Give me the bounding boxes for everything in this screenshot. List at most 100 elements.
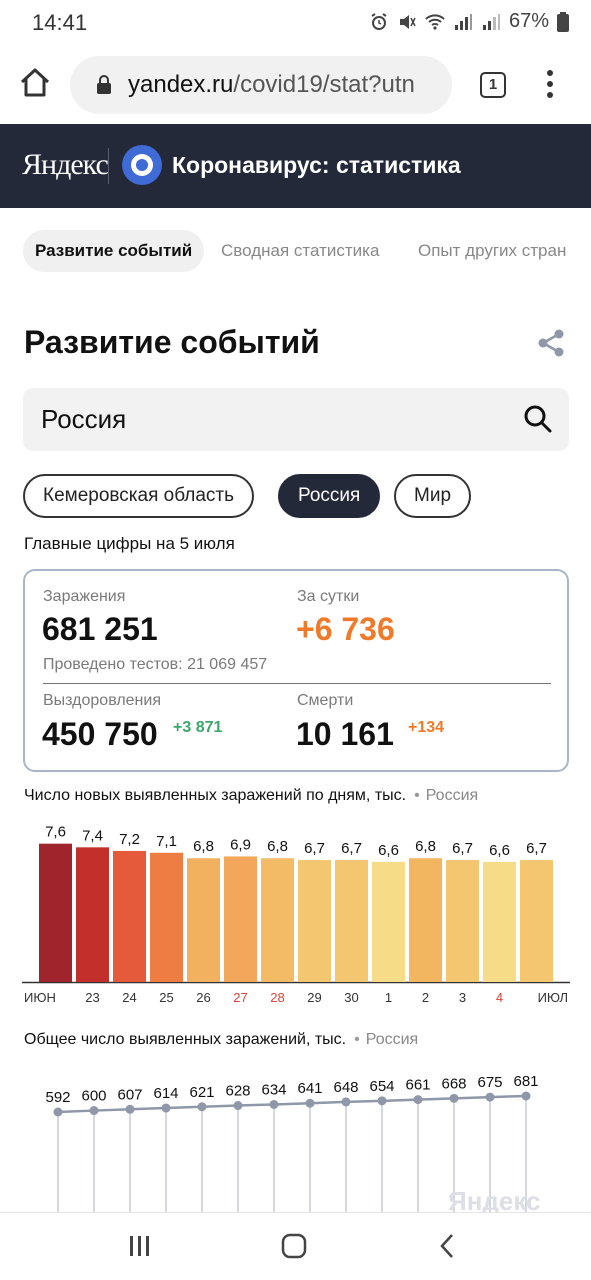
alarm-icon xyxy=(371,12,387,30)
bar-1 xyxy=(76,847,109,982)
line-point-5 xyxy=(233,1101,243,1111)
line-value-label-1: 600 xyxy=(81,1088,106,1105)
bar-value-label-12: 6,6 xyxy=(489,842,510,859)
bar-tick-label-6: 28 xyxy=(270,990,284,1005)
line-point-3 xyxy=(161,1103,171,1113)
line-value-label-7: 641 xyxy=(297,1080,322,1097)
daily-chart-title-text: Число новых выявленных заражений по дням… xyxy=(24,787,407,804)
line-value-label-3: 614 xyxy=(153,1085,178,1102)
tab-events[interactable]: Развитие событий xyxy=(23,230,205,272)
status-time: 14:41 xyxy=(32,10,88,35)
status-bar: 14:41 67% xyxy=(0,0,591,44)
bar-2 xyxy=(113,850,146,982)
battery-icon xyxy=(557,11,569,32)
bar-tick-label-11: 3 xyxy=(459,990,466,1005)
home-icon[interactable] xyxy=(18,66,52,100)
bar-value-label-7: 6,7 xyxy=(304,840,325,857)
address-bar[interactable] xyxy=(70,56,452,114)
chip-world[interactable]: Мир xyxy=(394,474,472,518)
bar-value-label-13: 6,7 xyxy=(526,840,547,857)
tab-switcher-button[interactable]: 1 xyxy=(480,72,506,98)
site-header: Яндекс Коронавирус: статистика xyxy=(0,124,591,208)
line-value-label-0: 592 xyxy=(45,1089,70,1106)
daily-label: За сутки xyxy=(297,588,360,605)
lock-icon xyxy=(97,75,111,94)
bar-10 xyxy=(409,858,442,982)
bar-12 xyxy=(483,861,516,982)
bar-5 xyxy=(224,856,257,982)
line-point-0 xyxy=(53,1107,63,1117)
share-icon[interactable] xyxy=(536,328,566,358)
line-value-label-13: 681 xyxy=(513,1073,538,1090)
recoveries-delta: +3 871 xyxy=(173,719,223,736)
total-chart-title-text: Общее число выявленных заражений, тыс. xyxy=(24,1031,347,1048)
line-value-label-11: 668 xyxy=(441,1075,466,1092)
bar-3 xyxy=(150,852,183,982)
url-host: yandex.ru xyxy=(128,71,234,98)
deaths-delta: +134 xyxy=(408,719,445,736)
bar-11 xyxy=(446,860,479,982)
line-value-label-12: 675 xyxy=(477,1074,502,1091)
bar-tick-label-5: 27 xyxy=(233,990,247,1005)
url-text[interactable]: yandex.ru/covid19/stat?utn xyxy=(128,71,440,99)
line-value-label-2: 607 xyxy=(117,1086,142,1103)
total-chart-region: Россия xyxy=(365,1031,419,1048)
bar-6 xyxy=(261,858,294,982)
line-point-1 xyxy=(89,1106,99,1116)
bar-value-label-10: 6,8 xyxy=(415,838,436,855)
daily-value: +6 736 xyxy=(296,611,395,647)
line-point-10 xyxy=(413,1095,423,1105)
recoveries-label: Выздоровления xyxy=(43,692,161,709)
yandex-logo[interactable]: Яндекс xyxy=(22,148,109,181)
yandex-watermark: Яндекс xyxy=(448,1186,541,1216)
bar-9 xyxy=(372,861,405,982)
signal-icon-2 xyxy=(482,13,500,30)
region-search-input[interactable]: Россия xyxy=(23,388,569,451)
tests-note: Проведено тестов: 21 069 457 xyxy=(43,656,268,673)
bar-7 xyxy=(298,860,331,982)
bar-tick-label-9: 1 xyxy=(385,990,392,1005)
bar-value-label-0: 7,6 xyxy=(45,824,66,841)
wifi-icon xyxy=(425,13,445,30)
daily-chart-title: Число новых выявленных заражений по дням… xyxy=(24,787,479,804)
tab-summary[interactable]: Сводная статистика xyxy=(221,241,380,260)
browser-toolbar: yandex.ru/covid19/stat?utn 1 xyxy=(0,44,591,124)
bar-tick-label-8: 30 xyxy=(344,990,358,1005)
bar-value-label-9: 6,6 xyxy=(378,842,399,859)
recent-apps-icon[interactable] xyxy=(128,1235,152,1257)
line-point-9 xyxy=(377,1096,387,1106)
deaths-value: 10 161 xyxy=(296,716,394,752)
line-point-4 xyxy=(197,1102,207,1112)
bar-tick-label-4: 26 xyxy=(196,990,210,1005)
line-value-label-10: 661 xyxy=(405,1077,430,1094)
bar-tick-label-2: 24 xyxy=(122,990,136,1005)
mute-icon xyxy=(399,14,416,29)
bar-tick-label-13: ИЮЛ xyxy=(538,990,568,1005)
deaths-label: Смерти xyxy=(297,692,354,709)
header-divider xyxy=(108,148,109,184)
bar-tick-label-7: 29 xyxy=(307,990,321,1005)
browser-menu-icon[interactable] xyxy=(540,70,560,100)
bar-tick-label-0: ИЮН xyxy=(24,990,56,1005)
line-value-label-8: 648 xyxy=(333,1079,358,1096)
chip-kemerovo[interactable]: Кемеровская область xyxy=(23,474,254,518)
line-value-label-5: 628 xyxy=(225,1083,250,1100)
bar-0 xyxy=(39,843,72,982)
total-chart-title: Общее число выявленных заражений, тыс. • Р… xyxy=(24,1031,419,1048)
url-path: /covid19/stat?utn xyxy=(233,71,415,98)
total-cases-chart: 592 600 607 614 621 628 634 641 648 654 661 668 675 6… xyxy=(45,1073,539,1212)
line-point-6 xyxy=(269,1099,279,1109)
back-icon[interactable] xyxy=(438,1233,456,1259)
bar-value-label-3: 7,1 xyxy=(156,833,177,850)
tab-other-countries[interactable]: Опыт других стран xyxy=(418,241,567,260)
home-nav-icon[interactable] xyxy=(281,1233,307,1259)
search-icon[interactable] xyxy=(523,404,553,434)
battery-percent: 67% xyxy=(508,10,549,32)
line-point-11 xyxy=(449,1093,459,1103)
bar-value-label-8: 6,7 xyxy=(341,840,362,857)
signal-icon xyxy=(454,13,472,30)
header-title[interactable]: Коронавирус: статистика xyxy=(172,152,461,178)
chip-russia[interactable]: Россия xyxy=(278,474,381,518)
bar-value-label-11: 6,7 xyxy=(452,840,473,857)
bar-4 xyxy=(187,858,220,982)
